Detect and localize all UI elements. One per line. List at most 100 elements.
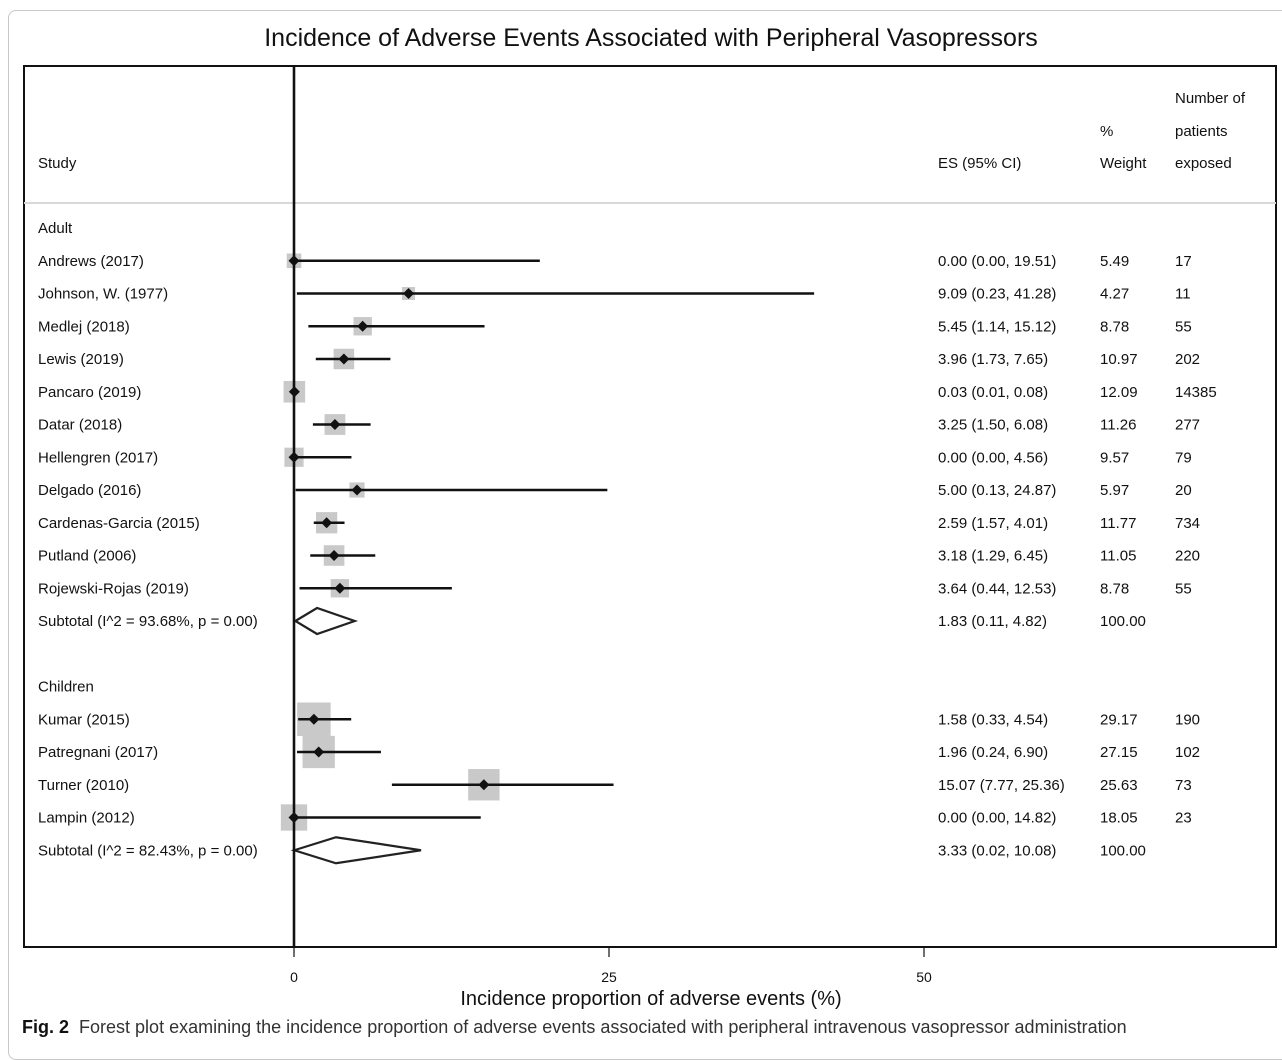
- point-estimate: [334, 582, 346, 594]
- study-weight: 5.49: [1100, 253, 1129, 270]
- study-weight: 5.97: [1100, 482, 1129, 499]
- effect-size-ci: 3.64 (0.44, 12.53): [938, 580, 1056, 597]
- patients-exposed: 17: [1175, 253, 1192, 270]
- header-weight-line2: Weight: [1100, 155, 1147, 172]
- effect-size-ci: 2.59 (1.57, 4.01): [938, 515, 1048, 532]
- header-study: Study: [38, 155, 77, 172]
- study-name: Andrews (2017): [38, 253, 144, 270]
- study-name: Rojewski-Rojas (2019): [38, 580, 189, 597]
- study-name: Turner (2010): [38, 777, 129, 794]
- patients-exposed: 14385: [1175, 384, 1217, 401]
- x-tick-label: 0: [290, 969, 298, 985]
- subtotal-diamond: [290, 836, 422, 865]
- effect-size-ci: 9.09 (0.23, 41.28): [938, 286, 1056, 303]
- subtotal-diamond: [293, 606, 359, 636]
- plot-area-border: [23, 65, 1277, 948]
- point-estimate: [403, 288, 415, 299]
- patients-exposed: 73: [1175, 777, 1192, 794]
- patients-exposed: 23: [1175, 810, 1192, 827]
- group-label: Adult: [38, 220, 73, 237]
- header-patients-line2: patients: [1175, 123, 1228, 140]
- effect-size-ci: 0.00 (0.00, 14.82): [938, 810, 1056, 827]
- chart-title: Incidence of Adverse Events Associated w…: [264, 24, 1038, 52]
- study-name: Kumar (2015): [38, 711, 130, 728]
- patients-exposed: 102: [1175, 744, 1200, 761]
- study-name: Hellengren (2017): [38, 449, 158, 466]
- point-estimate: [357, 320, 369, 332]
- study-name: Putland (2006): [38, 548, 136, 565]
- effect-size-ci: 5.45 (1.14, 15.12): [938, 318, 1056, 335]
- effect-size-ci: 0.03 (0.01, 0.08): [938, 384, 1048, 401]
- study-name: Patregnani (2017): [38, 744, 158, 761]
- figure-caption: Fig. 2 Forest plot examining the inciden…: [22, 1017, 1272, 1038]
- study-weight: 12.09: [1100, 384, 1138, 401]
- point-estimate: [308, 713, 320, 725]
- study-weight: 11.26: [1100, 417, 1136, 434]
- effect-size-ci: 3.25 (1.50, 6.08): [938, 417, 1048, 434]
- subtotal-weight: 100.00: [1100, 842, 1146, 859]
- study-weight: 29.17: [1100, 711, 1138, 728]
- study-name: Datar (2018): [38, 417, 122, 434]
- point-estimate: [338, 353, 350, 365]
- caption-text: Forest plot examining the incidence prop…: [79, 1017, 1127, 1037]
- patients-exposed: 55: [1175, 318, 1192, 335]
- study-weight: 10.97: [1100, 351, 1138, 368]
- patients-exposed: 220: [1175, 548, 1200, 565]
- study-weight: 11.77: [1100, 515, 1136, 532]
- study-name: Lewis (2019): [38, 351, 124, 368]
- study-weight: 11.05: [1100, 548, 1136, 565]
- header-es: ES (95% CI): [938, 155, 1021, 172]
- x-tick-label: 25: [601, 969, 617, 985]
- subtotal-weight: 100.00: [1100, 613, 1146, 630]
- patients-exposed: 20: [1175, 482, 1192, 499]
- x-tick-label: 50: [916, 969, 932, 985]
- header-patients-line3: exposed: [1175, 155, 1232, 172]
- study-weight: 9.57: [1100, 449, 1129, 466]
- point-estimate: [351, 484, 363, 496]
- study-weight: 18.05: [1100, 810, 1138, 827]
- rows-layer: Adult Andrews (2017) 0.00 (0.00, 19.51) 5.4…: [38, 220, 1217, 859]
- point-estimate: [329, 419, 341, 430]
- study-weight: 25.63: [1100, 777, 1138, 794]
- effect-size-ci: 5.00 (0.13, 24.87): [938, 482, 1056, 499]
- caption-label: Fig. 2: [22, 1017, 70, 1037]
- study-name: Medlej (2018): [38, 318, 130, 335]
- effect-size-ci: 0.00 (0.00, 19.51): [938, 253, 1056, 270]
- x-axis: 0 25 50: [290, 947, 932, 985]
- patients-exposed: 55: [1175, 580, 1192, 597]
- point-estimate: [313, 746, 325, 758]
- study-name: Cardenas-Garcia (2015): [38, 515, 200, 532]
- patients-exposed: 734: [1175, 515, 1200, 532]
- patients-exposed: 11: [1175, 286, 1191, 303]
- point-estimate: [321, 517, 333, 529]
- effect-size-ci: 3.18 (1.29, 6.45): [938, 548, 1048, 565]
- subtotal-es-ci: 1.83 (0.11, 4.82): [938, 613, 1047, 630]
- study-name: Pancaro (2019): [38, 384, 141, 401]
- patients-exposed: 202: [1175, 351, 1200, 368]
- patients-exposed: 190: [1175, 711, 1200, 728]
- header-weight-line1: %: [1100, 123, 1113, 140]
- subtotal-es-ci: 3.33 (0.02, 10.08): [938, 842, 1056, 859]
- study-weight: 8.78: [1100, 580, 1129, 597]
- study-name: Johnson, W. (1977): [38, 286, 168, 303]
- study-name: Lampin (2012): [38, 810, 135, 827]
- effect-size-ci: 3.96 (1.73, 7.65): [938, 351, 1048, 368]
- header-patients-line1: Number of: [1175, 90, 1246, 107]
- subtotal-label: Subtotal (I^2 = 82.43%, p = 0.00): [38, 842, 258, 859]
- x-axis-title: Incidence proportion of adverse events (…: [460, 988, 841, 1010]
- point-estimate: [328, 550, 340, 561]
- effect-size-ci: 15.07 (7.77, 25.36): [938, 777, 1065, 794]
- point-estimate: [478, 779, 490, 791]
- study-weight: 4.27: [1100, 286, 1129, 303]
- subtotal-label: Subtotal (I^2 = 93.68%, p = 0.00): [38, 613, 258, 630]
- effect-size-ci: 1.96 (0.24, 6.90): [938, 744, 1048, 761]
- study-weight: 27.15: [1100, 744, 1138, 761]
- patients-exposed: 277: [1175, 417, 1200, 434]
- group-label: Children: [38, 679, 94, 696]
- effect-size-ci: 1.58 (0.33, 4.54): [938, 711, 1048, 728]
- effect-size-ci: 0.00 (0.00, 4.56): [938, 449, 1048, 466]
- study-weight: 8.78: [1100, 318, 1129, 335]
- marks-layer: [280, 66, 815, 947]
- study-name: Delgado (2016): [38, 482, 141, 499]
